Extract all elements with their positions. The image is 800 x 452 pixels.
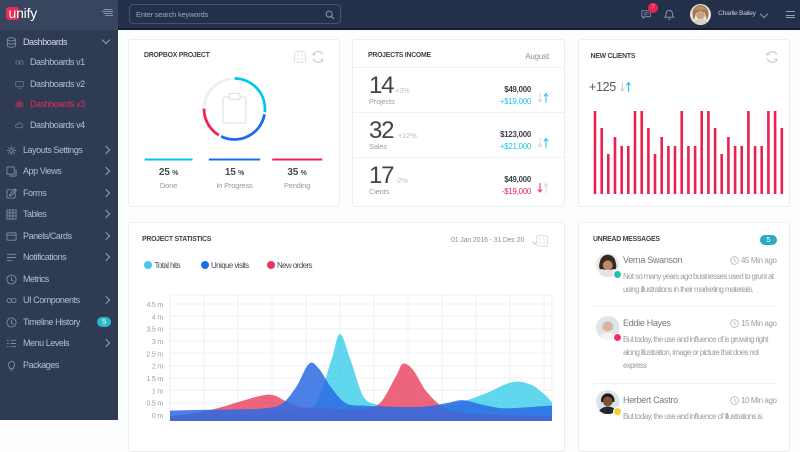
svg-text:1.5 m: 1.5 m: [146, 376, 163, 383]
svg-text:2.5 m: 2.5 m: [146, 351, 163, 358]
svg-text:3.5 m: 3.5 m: [146, 327, 163, 334]
svg-text:0 m: 0 m: [152, 413, 163, 420]
svg-text:2 m: 2 m: [152, 364, 163, 371]
svg-text:4.5 m: 4.5 m: [146, 302, 163, 309]
svg-text:1 m: 1 m: [152, 388, 163, 395]
svg-text:4 m: 4 m: [152, 314, 163, 321]
svg-text:3 m: 3 m: [152, 339, 163, 346]
svg-text:0.5 m: 0.5 m: [146, 401, 163, 408]
